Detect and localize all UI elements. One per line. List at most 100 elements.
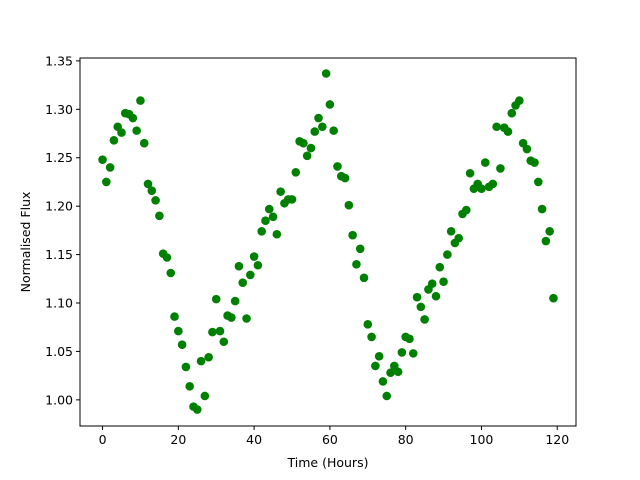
scatter-point [166, 268, 176, 278]
scatter-point [439, 277, 448, 287]
scatter-point [507, 108, 517, 118]
scatter-point [192, 405, 202, 414]
scatter-point [276, 187, 285, 196]
y-tick-label: 1.00 [45, 392, 73, 407]
scatter-point [139, 138, 149, 148]
scatter-point [185, 381, 194, 391]
scatter-point [230, 296, 240, 306]
scatter-point [227, 313, 236, 322]
scatter-point [348, 230, 357, 240]
y-tick-label: 1.20 [45, 199, 73, 214]
scatter-point [431, 291, 441, 301]
scatter-point [352, 259, 361, 269]
scatter-point [537, 204, 547, 214]
scatter-point [109, 136, 119, 145]
scatter-point [427, 279, 437, 288]
scatter-point [408, 349, 418, 358]
scatter-point [102, 177, 111, 187]
scatter-point [340, 173, 350, 183]
x-tick-label: 100 [470, 432, 494, 447]
scatter-point [412, 292, 422, 302]
scatter-point [405, 334, 414, 344]
scatter-point [446, 227, 456, 236]
scatter-point [329, 126, 338, 135]
scatter-point [314, 113, 323, 123]
scatter-point [170, 312, 179, 321]
scatter-point [234, 261, 244, 271]
scatter-point [545, 227, 554, 236]
y-tick-label: 1.05 [45, 344, 73, 359]
scatter-point [219, 337, 229, 347]
scatter-point [196, 356, 206, 366]
scatter-point [147, 186, 157, 195]
scatter-point [246, 270, 255, 280]
scatter-point [541, 236, 551, 246]
scatter-point [242, 314, 251, 323]
scatter-point [215, 326, 225, 336]
scatter-point [420, 315, 429, 324]
scatter-point [306, 143, 316, 153]
scatter-point [318, 122, 327, 132]
scatter-point [321, 69, 331, 78]
scatter-point [132, 126, 141, 135]
scatter-point [549, 293, 558, 303]
scatter-point [462, 205, 471, 215]
scatter-point [143, 179, 153, 189]
plot-frame [79, 57, 577, 427]
scatter-point [310, 127, 320, 136]
scatter-point [264, 204, 274, 214]
scatter-point [378, 377, 388, 386]
scatter-point [374, 351, 384, 361]
scatter-point [117, 128, 126, 137]
scatter-point [465, 168, 475, 178]
scatter-point [174, 326, 183, 336]
scatter-point [261, 216, 270, 225]
scatter-point [302, 151, 312, 161]
scatter-point [155, 211, 164, 221]
scatter-point [443, 250, 452, 259]
scatter-point [128, 113, 138, 123]
scatter-point [325, 100, 335, 109]
x-axis-label: Time (Hours) [287, 455, 369, 470]
scatter-point [435, 262, 445, 272]
y-tick-label: 1.30 [45, 102, 73, 117]
scatter-point [299, 138, 308, 148]
scatter-point [272, 229, 282, 239]
scatter-point [496, 164, 505, 173]
scatter-point [371, 361, 380, 371]
scatter-point [211, 294, 221, 304]
scatter-point [477, 184, 486, 194]
scatter-point [533, 177, 543, 187]
scatter-point [136, 96, 145, 105]
scatter-point [177, 340, 187, 349]
y-tick-label: 1.10 [45, 296, 73, 311]
scatter-point [397, 348, 407, 357]
scatter-point [151, 196, 160, 205]
scatter-point [515, 96, 524, 105]
scatter-point [492, 122, 501, 132]
scatter-point [416, 302, 426, 312]
scatter-point [291, 167, 301, 177]
x-tick-label: 80 [398, 432, 414, 447]
scatter-point [333, 162, 342, 171]
scatter-point [200, 391, 210, 401]
y-tick-label: 1.15 [45, 247, 73, 262]
scatter-point [393, 367, 403, 377]
scatter-point [386, 368, 395, 378]
scatter-point [98, 155, 107, 164]
scatter-point [204, 352, 213, 362]
scatter-point [367, 332, 376, 342]
scatter-point [454, 233, 464, 243]
scatter-point [530, 158, 539, 167]
x-tick-label: 60 [322, 432, 338, 447]
scatter-point [344, 200, 354, 210]
y-tick-label: 1.35 [45, 53, 73, 68]
scatter-point [480, 158, 490, 167]
scatter-point [257, 227, 266, 236]
scatter-point [249, 252, 259, 261]
x-tick-label: 40 [246, 432, 262, 447]
scatter-point [503, 127, 513, 136]
x-tick-label: 20 [170, 432, 186, 447]
